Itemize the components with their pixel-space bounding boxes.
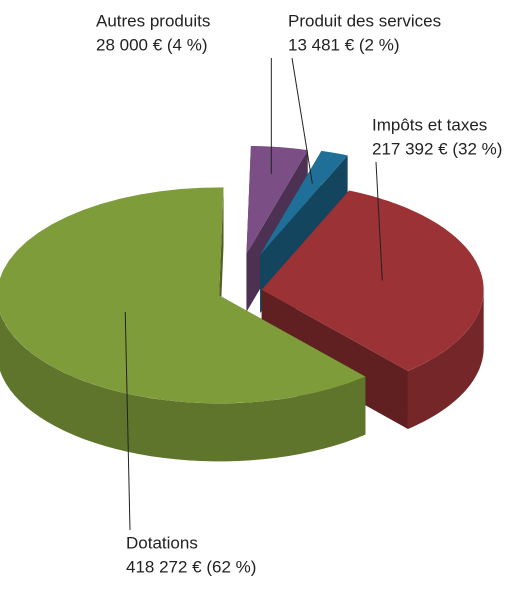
slice-face (261, 289, 408, 429)
slice-label: Dotations (126, 533, 198, 552)
slice (246, 145, 308, 254)
slice-value-label: 217 392 € (32 %) (372, 139, 502, 158)
slice-side (0, 312, 366, 462)
leader-line (124, 312, 131, 531)
slice-label: Autres produits (96, 11, 210, 30)
slice (261, 190, 484, 371)
slice-label: Impôts et taxes (372, 115, 487, 134)
slice-side (407, 289, 484, 429)
slice (260, 150, 348, 255)
slice-value-label: 418 272 € (62 %) (126, 557, 256, 576)
slice (0, 187, 366, 404)
slice-label: Produit des services (288, 11, 441, 30)
leader-line (291, 57, 313, 184)
slice-value-label: 28 000 € (4 %) (96, 35, 208, 54)
slice-value-label: 13 481 € (2 %) (288, 35, 400, 54)
leader-line (375, 161, 383, 281)
